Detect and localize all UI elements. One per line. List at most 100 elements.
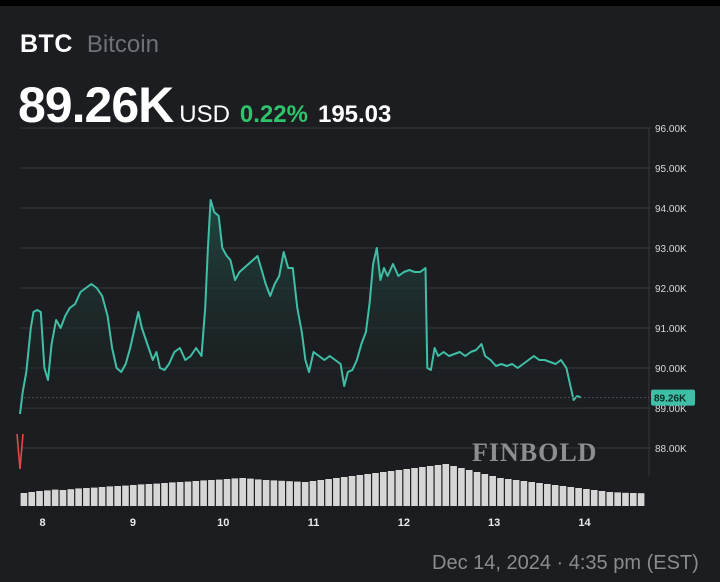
volume-bar xyxy=(426,466,434,506)
y-tick-label: 89.00K xyxy=(655,404,687,415)
volume-bar xyxy=(528,482,536,506)
grid-layer xyxy=(20,127,651,476)
x-tick-label: 12 xyxy=(398,517,410,529)
volume-bar xyxy=(481,474,489,506)
volume-bar xyxy=(254,479,262,506)
volume-bar xyxy=(606,492,614,506)
volume-bar xyxy=(309,481,317,506)
volume-bar xyxy=(169,482,176,506)
volume-bar xyxy=(262,480,270,506)
y-tick-label: 93.00K xyxy=(655,244,687,255)
volume-bars xyxy=(20,464,645,506)
last-price-tag: 89.26K xyxy=(651,389,695,406)
volume-bar xyxy=(567,487,575,506)
volume-bar xyxy=(75,488,82,506)
volume-bar xyxy=(536,483,543,506)
x-tick-label: 13 xyxy=(488,517,500,529)
current-price: 89.26K xyxy=(18,77,174,133)
volume-bar xyxy=(465,470,473,506)
volume-bar xyxy=(90,487,98,506)
volume-bar xyxy=(458,468,465,506)
volume-bar xyxy=(67,489,75,506)
asset-header: BTC Bitcoin xyxy=(20,30,159,59)
volume-bar xyxy=(200,480,207,506)
volume-bar xyxy=(239,478,246,506)
volume-bar xyxy=(379,472,387,506)
volume-bar xyxy=(544,484,551,506)
volume-bar xyxy=(333,478,340,506)
volume-bar xyxy=(504,479,512,506)
x-tick-label: 14 xyxy=(578,517,591,529)
volume-bar xyxy=(419,467,426,506)
price-line xyxy=(19,199,582,415)
y-tick-label: 91.00K xyxy=(655,324,687,335)
volume-bar xyxy=(473,472,481,506)
volume-bar xyxy=(20,493,28,506)
y-tick-label: 94.00K xyxy=(655,204,687,215)
x-tick-label: 11 xyxy=(308,517,320,529)
volume-bar xyxy=(215,479,223,506)
volume-bar xyxy=(208,480,215,506)
volume-bar xyxy=(598,491,606,506)
last-price-badge xyxy=(651,389,695,406)
volume-bar xyxy=(614,492,621,506)
volume-bar xyxy=(340,477,348,506)
volume-bar xyxy=(387,471,395,506)
volume-bar xyxy=(153,483,161,506)
volume-bar xyxy=(129,485,137,506)
price-area xyxy=(20,200,581,414)
volume-bar xyxy=(301,482,309,506)
volume-bar xyxy=(442,464,450,506)
volume-bar xyxy=(137,484,145,506)
volume-bar xyxy=(270,480,278,506)
ticker-symbol: BTC xyxy=(20,30,73,58)
x-tick-label: 10 xyxy=(217,517,229,529)
timestamp-footer: Dec 14, 2024 · 4:35 pm (EST) xyxy=(432,552,699,574)
volume-bar xyxy=(161,483,168,506)
volume-bar xyxy=(551,485,559,506)
asset-name: Bitcoin xyxy=(86,31,159,58)
y-tick-label: 88.00K xyxy=(655,444,687,455)
volume-bar xyxy=(36,491,43,506)
volume-bar xyxy=(51,489,59,506)
change-percent: 0.22% xyxy=(239,101,308,128)
volume-bar xyxy=(59,490,67,506)
x-tick-label: 8 xyxy=(40,517,46,529)
volume-bar xyxy=(372,473,379,506)
volume-bar xyxy=(629,493,637,506)
volume-bar xyxy=(278,480,286,506)
volume-bar xyxy=(348,476,356,506)
change-absolute: 195.03 xyxy=(317,101,392,128)
y-tick-label: 92.00K xyxy=(655,284,687,295)
start-marker xyxy=(16,433,24,470)
y-tick-label: 95.00K xyxy=(655,164,687,175)
volume-bar xyxy=(122,485,129,506)
volume-bar xyxy=(497,478,504,506)
volume-bar xyxy=(520,481,528,506)
volume-bar xyxy=(286,481,293,506)
volume-bar xyxy=(411,468,418,506)
volume-bar xyxy=(223,479,231,506)
volume-bar xyxy=(489,476,496,506)
last-price-label: 89.26K xyxy=(654,394,687,405)
volume-bar xyxy=(98,487,106,506)
y-tick-label: 90.00K xyxy=(655,364,687,375)
volume-bar xyxy=(44,490,51,506)
volume-bar xyxy=(403,469,411,506)
volume-bar xyxy=(145,484,153,506)
x-axis-ticks: 8 9 10 11 12 13 14 xyxy=(40,517,592,529)
volume-bar xyxy=(559,486,567,506)
volume-bar xyxy=(356,475,364,506)
price-header: 89.26K USD 0.22% 195.03 xyxy=(18,76,391,134)
volume-bar xyxy=(114,486,121,506)
volume-bar xyxy=(247,478,254,506)
y-tick-label: 96.00K xyxy=(655,124,687,135)
volume-bar xyxy=(317,480,325,506)
volume-bar xyxy=(184,481,192,506)
price-currency: USD xyxy=(179,101,230,128)
y-axis-ticks: 96.00K 95.00K 94.00K 93.00K 92.00K 91.00K 90.0… xyxy=(655,124,687,455)
volume-bar xyxy=(294,481,301,506)
volume-bar xyxy=(395,470,403,506)
volume-bar xyxy=(434,465,442,506)
